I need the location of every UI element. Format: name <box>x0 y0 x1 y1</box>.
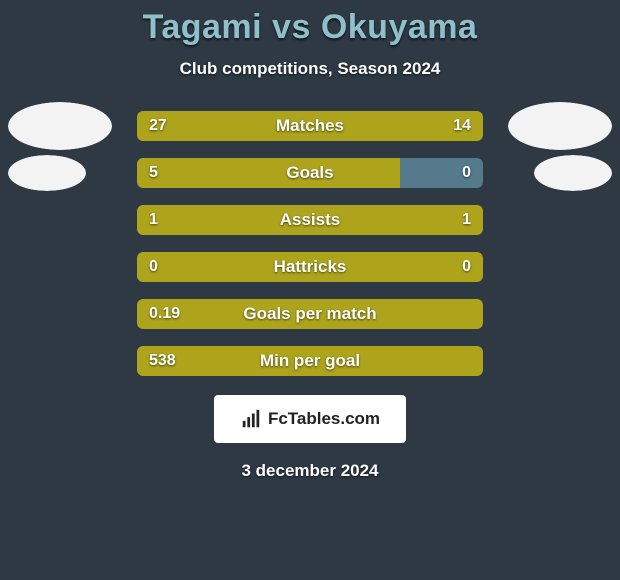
stat-row: Goals per match0.19 <box>0 299 620 329</box>
stat-bar-right <box>365 111 483 141</box>
stat-bar <box>137 158 483 188</box>
logo-text: FcTables.com <box>268 409 380 429</box>
card-subtitle: Club competitions, Season 2024 <box>180 59 441 79</box>
fctables-logo-icon <box>240 408 262 430</box>
comparison-card: Tagami vs Okuyama Club competitions, Sea… <box>0 0 620 580</box>
stat-bar <box>137 111 483 141</box>
stat-rows: Matches2714 Goals50 Assists11 Hattricks00 Go… <box>0 111 620 376</box>
card-title: Tagami vs Okuyama <box>143 8 478 47</box>
stat-bar <box>137 252 483 282</box>
stat-bar-left <box>137 205 310 235</box>
stat-bar-left <box>137 346 483 376</box>
stat-bar-right <box>310 205 483 235</box>
stat-bar-left <box>137 299 483 329</box>
stat-row: Matches2714 <box>0 111 620 141</box>
stat-bar-left <box>137 111 365 141</box>
stat-bar <box>137 205 483 235</box>
stat-row: Goals50 <box>0 158 620 188</box>
logo-box: FcTables.com <box>214 395 406 443</box>
stat-bar-left <box>137 158 400 188</box>
stat-bar <box>137 346 483 376</box>
player-avatar-right <box>534 155 612 191</box>
stat-row: Min per goal538 <box>0 346 620 376</box>
card-date: 3 december 2024 <box>241 461 378 481</box>
player-avatar-right <box>508 102 612 150</box>
stat-bar-right <box>310 252 483 282</box>
player-avatar-left <box>8 155 86 191</box>
stat-row: Assists11 <box>0 205 620 235</box>
player-avatar-left <box>8 102 112 150</box>
stat-bar <box>137 299 483 329</box>
stat-row: Hattricks00 <box>0 252 620 282</box>
stat-bar-left <box>137 252 310 282</box>
